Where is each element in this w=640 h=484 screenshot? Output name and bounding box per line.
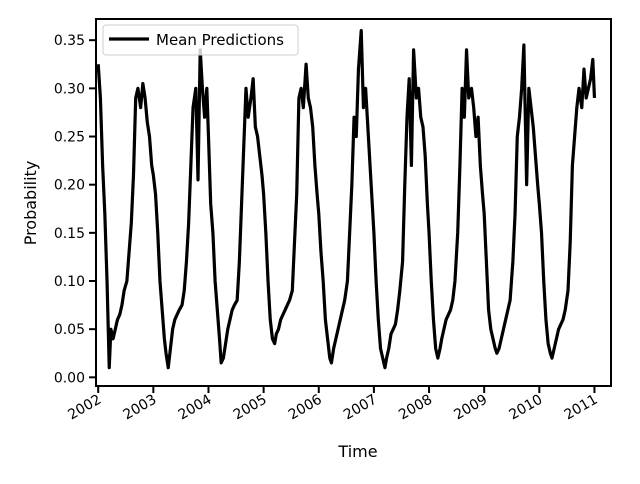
x-axis: 2002 2003 2004 2005 2006 2007 2008 2009 2010 2011 <box>65 386 600 423</box>
y-tick-label: 0.15 <box>54 226 85 242</box>
series-line-mean-predictions <box>96 28 597 370</box>
y-tick-label: 0.30 <box>54 81 85 97</box>
y-axis: 0.00 0.05 0.10 0.15 0.20 0.25 0.30 0.35 <box>54 33 96 386</box>
legend-label-mean-predictions: Mean Predictions <box>156 31 284 49</box>
y-tick-label: 0.20 <box>54 178 85 194</box>
y-tick-label: 0.35 <box>54 33 85 49</box>
y-tick-label: 0.10 <box>54 274 85 290</box>
x-tick-label: 2010 <box>506 392 545 424</box>
x-tick-label: 2005 <box>231 392 270 424</box>
x-axis-label: Time <box>337 442 377 461</box>
x-tick-label: 2007 <box>341 392 380 424</box>
plot-frame <box>95 18 612 387</box>
x-tick-label: 2009 <box>451 392 490 424</box>
y-axis-label: Probability <box>21 161 40 246</box>
x-tick-label: 2008 <box>396 392 435 424</box>
legend: Mean Predictions <box>102 24 299 56</box>
legend-box <box>102 24 299 56</box>
y-tick-label: 0.05 <box>54 322 85 338</box>
x-tick-label: 2011 <box>562 392 601 424</box>
plot-area <box>95 18 612 387</box>
x-tick-label: 2004 <box>176 392 215 424</box>
y-tick-label: 0.25 <box>54 130 85 146</box>
x-tick-label: 2003 <box>120 392 159 424</box>
x-tick-label: 2006 <box>286 392 325 424</box>
y-tick-label: 0.00 <box>54 370 85 386</box>
x-tick-label: 2002 <box>65 392 104 424</box>
